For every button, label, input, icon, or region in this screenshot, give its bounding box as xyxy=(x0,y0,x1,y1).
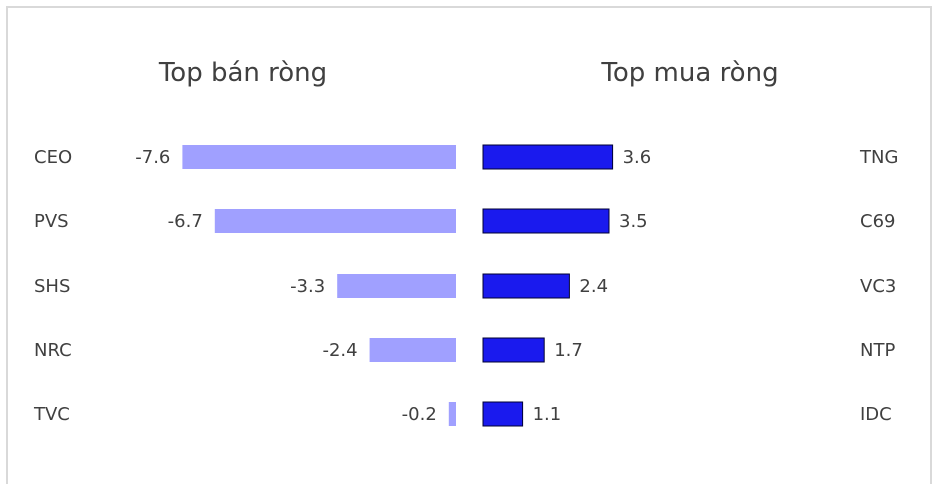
buy-ticker-label: IDC xyxy=(860,404,892,425)
buy-value-label: 3.6 xyxy=(623,147,652,168)
sell-value-label: -3.3 xyxy=(290,276,325,297)
buy-chart-title: Top mua ròng xyxy=(600,58,778,88)
sell-bar xyxy=(448,402,456,426)
sell-bar xyxy=(214,209,456,233)
sell-ticker-label: PVS xyxy=(34,211,69,232)
sell-ticker-label: CEO xyxy=(34,147,72,168)
buy-value-label: 3.5 xyxy=(619,211,648,232)
buy-bar xyxy=(482,401,524,427)
sell-value-label: -7.6 xyxy=(135,147,170,168)
buy-ticker-label: VC3 xyxy=(860,276,896,297)
sell-bar xyxy=(369,338,456,362)
buy-value-label: 1.1 xyxy=(533,404,562,425)
sell-ticker-label: SHS xyxy=(34,276,70,297)
buy-value-label: 1.7 xyxy=(554,340,583,361)
buy-ticker-label: NTP xyxy=(860,340,895,361)
sell-bar xyxy=(182,145,456,169)
sell-bar xyxy=(337,274,456,298)
sell-value-label: -6.7 xyxy=(168,211,203,232)
buy-bars-group: 3.6 TNG 3.5 C69 2.4 VC3 1.7 NTP 1.1 IDC xyxy=(482,144,898,427)
buy-bar xyxy=(482,337,545,363)
sell-bars-group: -7.6 CEO -6.7 PVS -3.3 SHS -2.4 NRC -0.2 TVC xyxy=(33,145,456,426)
buy-ticker-label: TNG xyxy=(859,147,898,168)
sell-ticker-label: TVC xyxy=(33,404,70,425)
sell-chart-title: Top bán ròng xyxy=(158,58,327,88)
buy-bar xyxy=(482,273,570,299)
buy-ticker-label: C69 xyxy=(860,211,895,232)
buy-bar xyxy=(482,208,610,234)
buy-value-label: 2.4 xyxy=(579,276,608,297)
sell-value-label: -2.4 xyxy=(322,340,357,361)
buy-bar xyxy=(482,144,614,170)
sell-value-label: -0.2 xyxy=(402,404,437,425)
chart-frame xyxy=(6,6,932,484)
sell-ticker-label: NRC xyxy=(34,340,72,361)
